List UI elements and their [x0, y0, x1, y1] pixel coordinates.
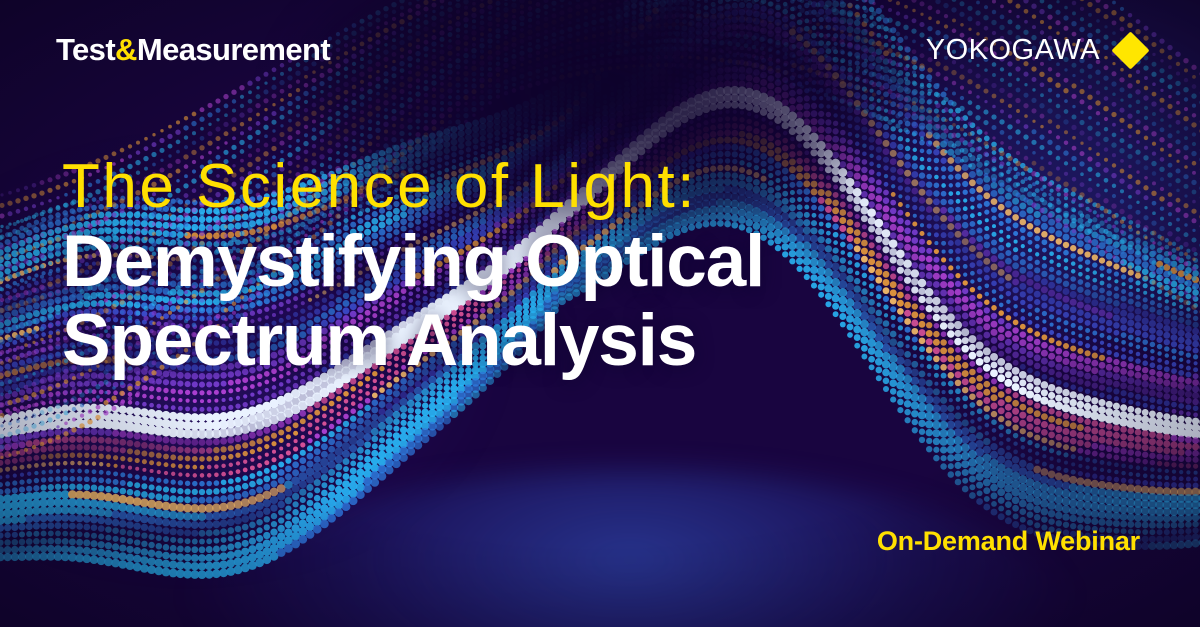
- headline-block: The Science of Light: Demystifying Optic…: [62, 152, 1072, 381]
- brand-logo: Test&Measurement: [56, 32, 331, 67]
- brand-logo-prefix: Test: [56, 32, 116, 67]
- brand-logo-suffix: Measurement: [136, 32, 331, 67]
- diamond-icon: [1111, 31, 1150, 70]
- status-badge: On-Demand Webinar: [876, 526, 1140, 556]
- title-eyebrow: The Science of Light:: [62, 152, 697, 221]
- title-line-2: Spectrum Analysis: [62, 300, 697, 382]
- brand-logo-ampersand: &: [115, 32, 137, 67]
- yokogawa-logo: YOKOGAWA: [925, 31, 1150, 70]
- yokogawa-wordmark: YOKOGAWA: [925, 34, 1100, 66]
- title-line-1: Demystifying Optical: [62, 221, 765, 303]
